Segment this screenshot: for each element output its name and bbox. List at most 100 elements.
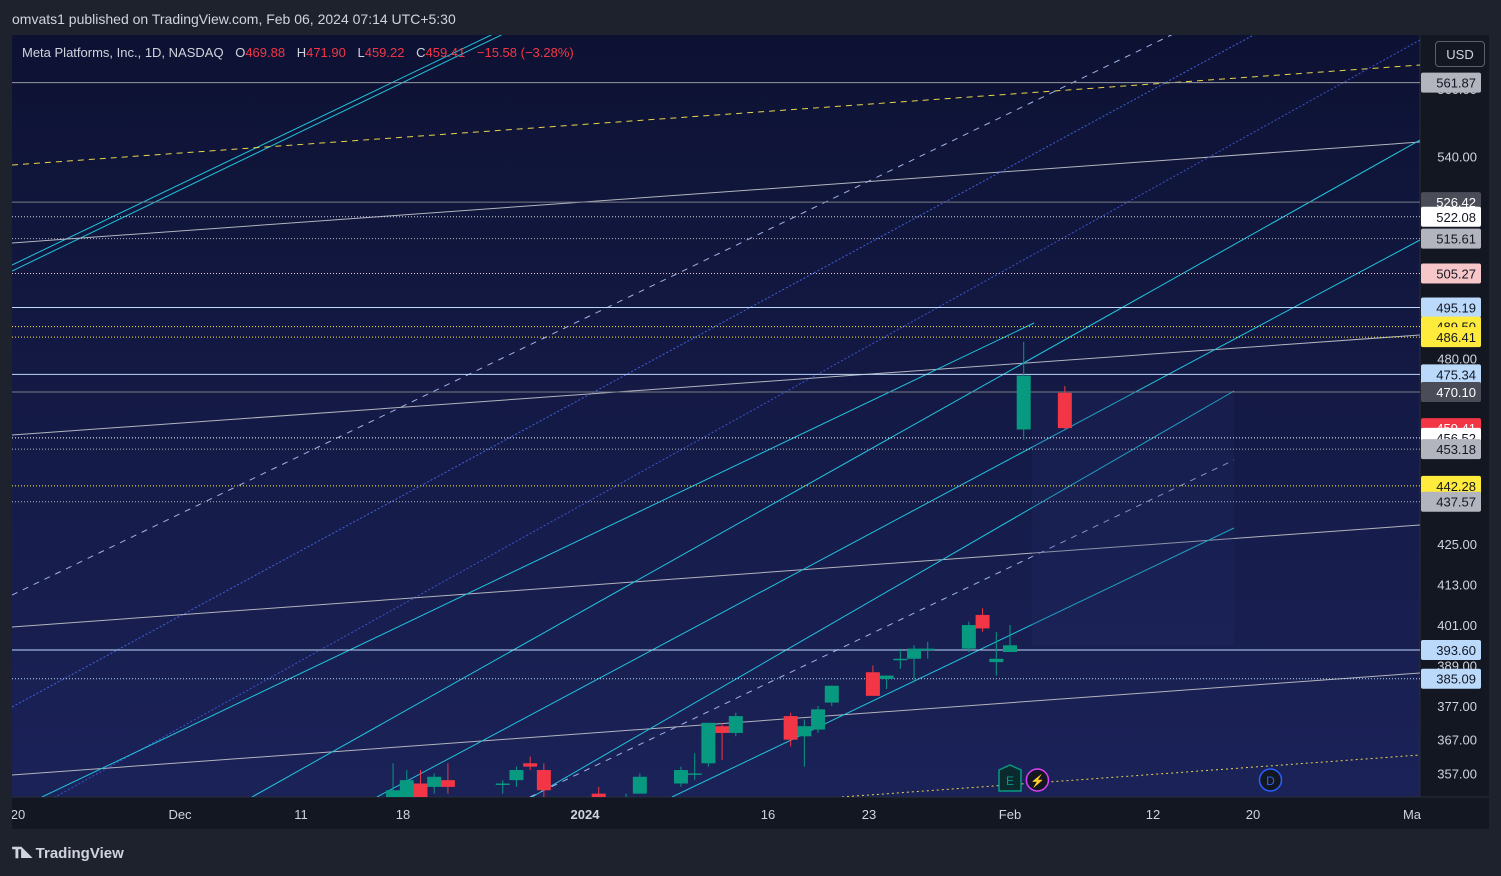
event-marker-2: D	[1258, 768, 1283, 792]
svg-text:470.10: 470.10	[1436, 385, 1476, 400]
price-label-14: 437.57	[1421, 491, 1481, 512]
candle-body-25	[907, 648, 922, 659]
candle-body-4	[440, 780, 455, 787]
trend-line-0	[12, 35, 503, 272]
price-label-0: 561.87	[1421, 72, 1481, 93]
currency-button[interactable]: USD	[1435, 41, 1485, 67]
trend-line-7	[12, 334, 1420, 436]
trend-line-11	[251, 139, 1420, 797]
price-label-4: 505.27	[1421, 263, 1481, 284]
x-tick-label-4: 2024	[571, 807, 601, 822]
y-tick-label-8: 367.00	[1437, 733, 1477, 748]
close-label: C	[416, 45, 426, 60]
plot-background	[12, 35, 1420, 797]
svg-text:E: E	[1006, 774, 1014, 788]
price-label-16: 385.09	[1421, 668, 1481, 689]
svg-text:486.41: 486.41	[1436, 330, 1476, 345]
low-value: 459.22	[364, 45, 405, 60]
tradingview-wordmark: TradingView	[35, 845, 124, 862]
trend-line-1	[12, 35, 493, 266]
tradingview-logo-icon: 𝐓◣	[12, 845, 33, 862]
price-chart[interactable]: E⚡D 560.00540.00480.00425.00413.00401.00…	[12, 35, 1489, 829]
candle-body-1	[399, 780, 414, 797]
svg-text:515.61: 515.61	[1436, 232, 1476, 247]
x-tick-label-2: 11	[294, 807, 308, 822]
price-label-15: 393.60	[1421, 639, 1481, 660]
svg-text:D: D	[1266, 774, 1275, 788]
x-tick-label-7: Feb	[999, 807, 1021, 822]
y-tick-label-2: 480.00	[1437, 352, 1477, 367]
high-label: H	[296, 45, 307, 60]
x-tick-label-8: 12	[1146, 807, 1160, 822]
candle-body-7	[523, 763, 538, 767]
y-tick-label-4: 413.00	[1437, 578, 1477, 593]
y-tick-label-1: 540.00	[1437, 149, 1477, 164]
candle-body-5	[495, 783, 510, 786]
chart-area[interactable]: E⚡D 560.00540.00480.00425.00413.00401.00…	[12, 35, 1489, 829]
candle-body-22	[865, 672, 880, 696]
low-label: L	[357, 45, 365, 60]
trend-line-13	[531, 390, 1235, 797]
candle-body-30	[1003, 645, 1017, 653]
x-tick-label-6: 23	[862, 807, 876, 822]
price-label-5: 495.19	[1421, 297, 1481, 318]
publisher-caption: omvats1 published on TradingView.com, Fe…	[12, 11, 456, 27]
candle-body-16	[715, 726, 730, 733]
candle-body-28	[975, 614, 990, 629]
price-label-2: 522.08	[1421, 206, 1481, 227]
price-label-7: 486.41	[1421, 327, 1481, 348]
svg-text:442.28: 442.28	[1436, 479, 1476, 494]
candle-body-29	[989, 658, 1004, 663]
trend-line-16	[841, 754, 1420, 797]
change-value: −15.58 (−3.28%)	[476, 45, 574, 60]
price-label-13: 442.28	[1421, 475, 1481, 496]
candle-body-12	[632, 776, 647, 794]
svg-text:⚡: ⚡	[1030, 774, 1045, 788]
candle-body-23	[879, 675, 894, 679]
candle-body-20	[811, 709, 826, 730]
candle-body-27	[961, 625, 976, 649]
svg-text:495.19: 495.19	[1436, 300, 1476, 315]
trend-line-6	[54, 39, 1420, 797]
candle-body-17	[728, 716, 743, 733]
svg-text:561.87: 561.87	[1436, 76, 1476, 91]
svg-text:393.60: 393.60	[1436, 643, 1476, 658]
svg-text:505.27: 505.27	[1436, 266, 1476, 281]
svg-text:385.09: 385.09	[1436, 672, 1476, 687]
event-marker-1: ⚡	[1025, 768, 1050, 792]
trend-line-15	[671, 527, 1235, 797]
price-label-9: 470.10	[1421, 382, 1481, 403]
high-value: 471.90	[306, 45, 346, 60]
svg-text:522.08: 522.08	[1436, 210, 1476, 225]
y-tick-label-5: 401.00	[1437, 618, 1477, 633]
price-label-12: 453.18	[1421, 439, 1481, 460]
candle-body-0	[386, 790, 401, 797]
x-tick-label-10: Ma	[1403, 807, 1422, 822]
x-tick-label-0: 20	[12, 807, 25, 822]
candle-body-15	[701, 722, 716, 764]
candle-body-26	[920, 648, 935, 651]
tradingview-logo[interactable]: 𝐓◣ TradingView	[12, 845, 124, 862]
candle-body-8	[536, 770, 551, 791]
candle-body-9	[591, 793, 606, 797]
open-value: 469.88	[245, 45, 286, 60]
candle-body-14	[687, 773, 702, 775]
projection-zone	[1032, 392, 1234, 646]
trend-line-5	[12, 35, 1255, 708]
svg-text:453.18: 453.18	[1436, 442, 1476, 457]
candle-body-24	[893, 658, 908, 661]
trend-line-8	[12, 524, 1420, 628]
candle-body-2	[413, 783, 428, 797]
trend-line-2	[12, 64, 1420, 166]
candle-body-18	[783, 716, 798, 740]
candle-body-31	[1016, 375, 1031, 430]
x-tick-label-5: 16	[761, 807, 775, 822]
price-label-8: 475.34	[1421, 364, 1481, 385]
close-value: 459.41	[425, 45, 466, 60]
candle-body-21	[824, 685, 839, 703]
svg-text:475.34: 475.34	[1436, 367, 1476, 382]
trend-line-10	[41, 322, 1035, 797]
symbol-name: Meta Platforms, Inc., 1D, NASDAQ	[22, 45, 224, 60]
x-tick-label-1: Dec	[168, 807, 192, 822]
svg-text:437.57: 437.57	[1436, 495, 1476, 510]
